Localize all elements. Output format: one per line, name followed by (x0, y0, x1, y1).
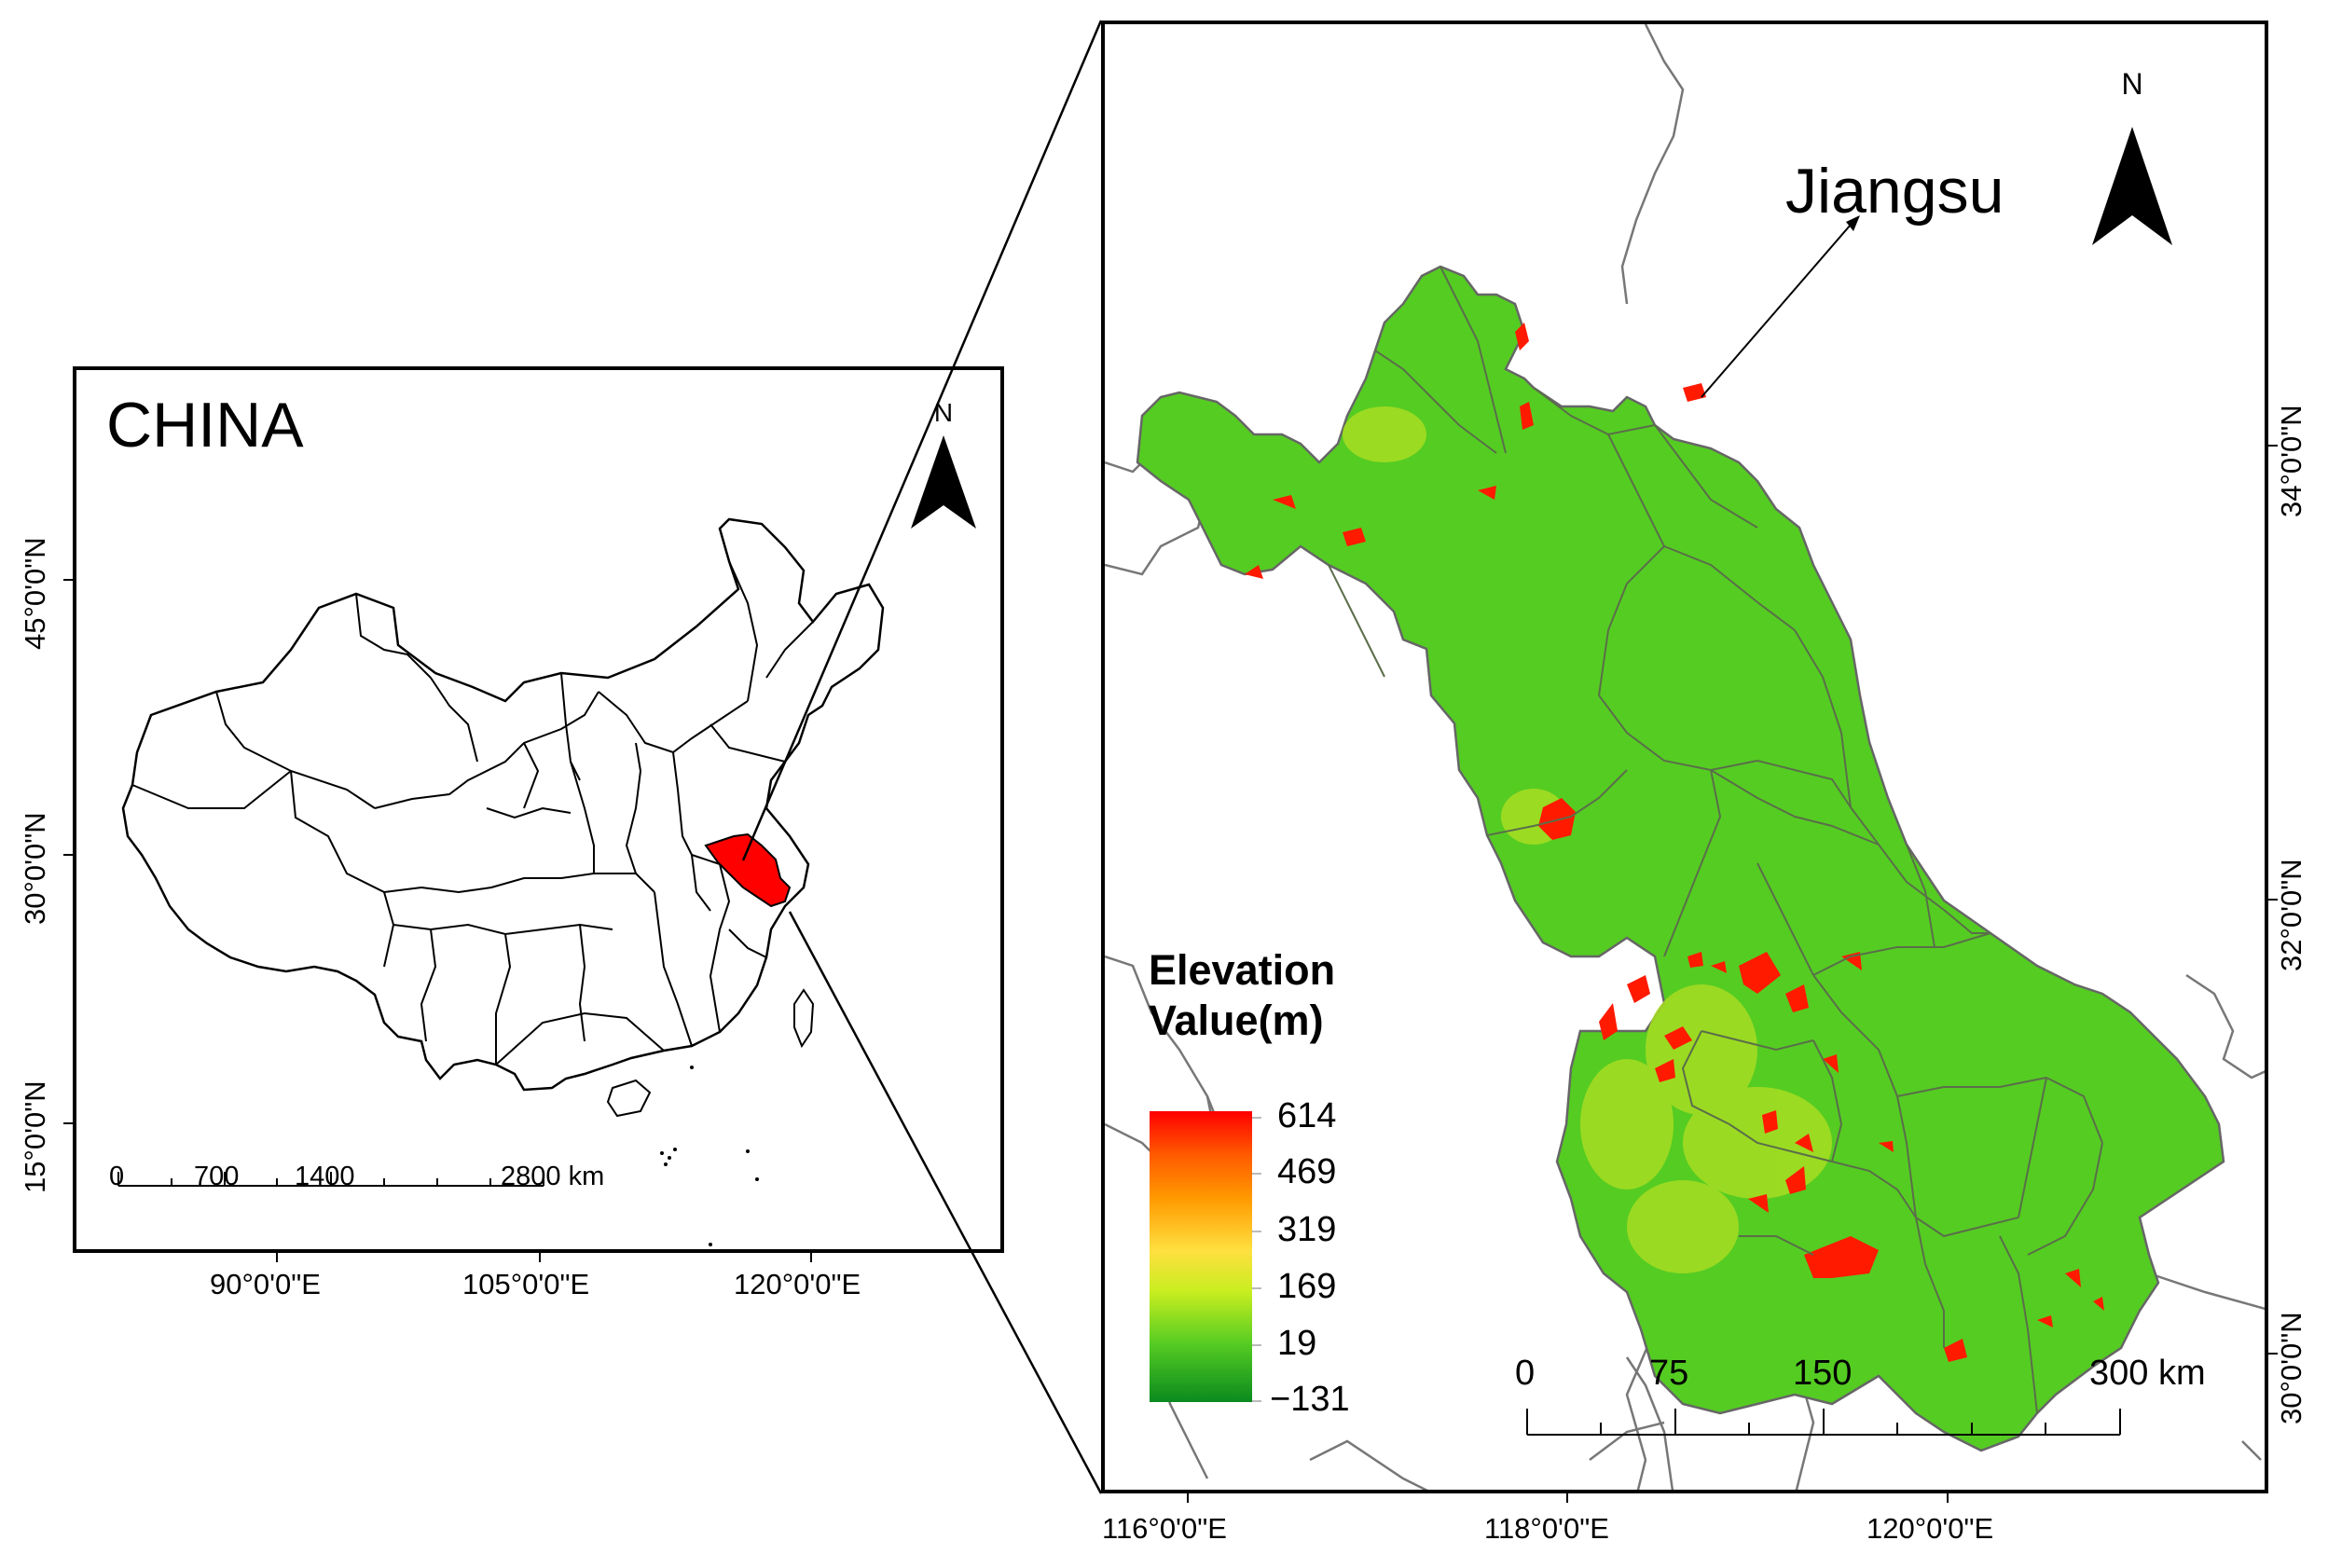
china-scale-0: 0 (109, 1162, 125, 1191)
china-map-canvas: N (121, 398, 976, 1246)
hainan-island (606, 1079, 652, 1118)
city-borders (1328, 266, 2103, 1414)
china-scale-700: 700 (194, 1162, 240, 1191)
legend-tick (1252, 1287, 1261, 1289)
jiangsu-land (1136, 265, 2225, 1452)
jiangsu-scale-300: 300 km (2089, 1354, 2206, 1393)
jiangsu-lat-label-32: 32°0'0"N (2275, 859, 2307, 971)
legend-value-19: 19 (1277, 1324, 1317, 1363)
legend-value-614: 614 (1277, 1096, 1337, 1135)
legend-tick (1252, 1117, 1261, 1119)
high-elevation-patches (1245, 323, 2104, 1362)
legend-title-line1: Elevation (1149, 946, 1336, 994)
elevation-color-ramp (1150, 1111, 1252, 1402)
china-lon-label-105: 105°0'0"E (462, 1268, 590, 1300)
legend-value-319: 319 (1277, 1210, 1337, 1249)
china-scale-2800: 2800 km (501, 1162, 605, 1191)
legend-tick (1252, 1231, 1261, 1232)
jiangsu-north-label: N (2121, 67, 2142, 101)
south-sea-islands (660, 1066, 759, 1246)
jiangsu-scale-150: 150 (1793, 1354, 1853, 1393)
jiangsu-highlight (704, 832, 792, 908)
legend-tick (1252, 1344, 1261, 1346)
jiangsu-lon-label-116: 116°0'0"E (1102, 1512, 1227, 1545)
jiangsu-map-canvas: N (1105, 24, 2265, 1490)
legend-tick (1252, 1173, 1261, 1175)
jiangsu-north-arrow-icon (2092, 127, 2172, 245)
jiangsu-lat-label-30: 30°0'0"N (2275, 1312, 2307, 1424)
legend-title-line2: Value(m) (1149, 997, 1324, 1044)
jiangsu-scale-75: 75 (1649, 1354, 1689, 1393)
jiangsu-lon-label-120: 120°0'0"E (1867, 1512, 1994, 1545)
china-scale-1400: 1400 (295, 1162, 355, 1191)
jiangsu-title: Jiangsu (1785, 156, 2004, 227)
legend-tick (1252, 1400, 1261, 1402)
jiangsu-scale-bar (1526, 1409, 2121, 1436)
jiangsu-elevation-map: N Jiangsu 0 75 150 300 km (1101, 21, 2268, 1493)
china-lon-label-90: 90°0'0"E (210, 1268, 321, 1300)
label-arrow-head-icon (1846, 215, 1860, 231)
legend-title: Elevation Value(m) (1149, 945, 1335, 1046)
legend-value-469: 469 (1277, 1152, 1337, 1191)
china-title: CHINA (106, 390, 304, 461)
jiangsu-lat-label-34: 34°0'0"N (2275, 405, 2307, 517)
province-borders (131, 560, 814, 1066)
legend-value-neg131: −131 (1270, 1380, 1350, 1419)
jiangsu-lon-label-118: 118°0'0"E (1484, 1512, 1609, 1545)
legend-value-169: 169 (1277, 1267, 1337, 1306)
jiangsu-scale-0: 0 (1515, 1354, 1536, 1393)
china-outline (121, 517, 885, 1092)
